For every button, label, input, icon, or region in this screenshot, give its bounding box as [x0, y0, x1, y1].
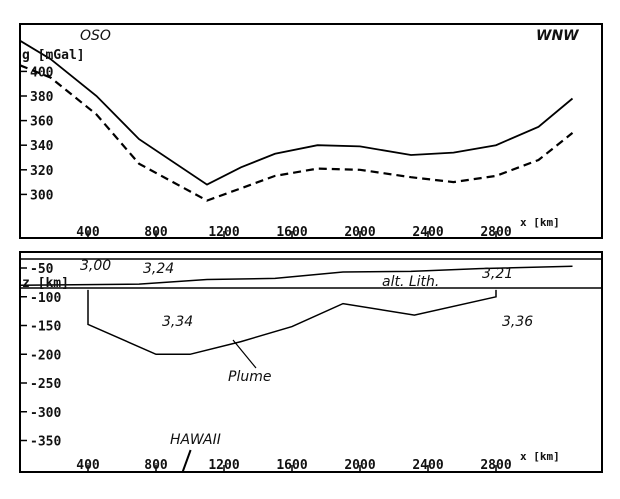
hawaii-marker — [181, 449, 192, 473]
density-3-36: 3,36 — [502, 314, 533, 330]
bottom-y-tick-label--50: -50 — [30, 262, 54, 277]
top-y-tick-label-360: 360 — [30, 115, 54, 130]
bottom-y-tick-label--300: -300 — [30, 406, 61, 421]
label-hawaii: HAWAII — [170, 432, 221, 448]
bottom-x-tick-label-2000: 2000 — [344, 458, 375, 473]
bottom-y-tick-label--100: -100 — [30, 291, 61, 306]
top-x-tick-label-2000: 2000 — [344, 225, 375, 240]
gravity-solid-series — [19, 39, 574, 186]
bottom-x-tick-label-1200: 1200 — [208, 458, 239, 473]
label-wnw: WNW — [536, 28, 579, 44]
top-x-tick-label-2800: 2800 — [480, 225, 511, 240]
density-3-24: 3,24 — [143, 261, 174, 277]
top-x-axis-label: x [km] — [520, 216, 560, 229]
density-3-34: 3,34 — [162, 314, 193, 330]
top-x-tick-label-1200: 1200 — [208, 225, 239, 240]
top-x-tick-label-800: 800 — [144, 225, 168, 240]
label-alt-lith: alt. Lith. — [382, 274, 439, 290]
density-3-21: 3,21 — [482, 266, 513, 282]
gravity-anomaly-chart: 300320340360380400470 400800120016002000… — [19, 28, 579, 240]
top-panel-frame — [19, 23, 603, 239]
density-3-00: 3,00 — [80, 258, 111, 274]
label-plume: Plume — [228, 369, 271, 385]
bottom-x-tick-label-800: 800 — [144, 458, 168, 473]
top-y-tick-label-320: 320 — [30, 164, 54, 179]
density-model-chart: -50 -100 -150 -200 -250 -300 -350 400 800 1200 16… — [19, 258, 602, 473]
bottom-x-tick-label-1600: 1600 — [276, 458, 307, 473]
bottom-x-tick-label-400: 400 — [76, 458, 100, 473]
top-y-tick-label-340: 340 — [30, 139, 54, 154]
bottom-x-axis-label: x [km] — [520, 450, 560, 463]
plume-outline — [87, 289, 497, 356]
bottom-y-tick-label--250: -250 — [30, 377, 61, 392]
label-oso: OSO — [80, 28, 111, 44]
top-x-tick-label-400: 400 — [76, 225, 100, 240]
top-y-tick-label-300: 300 — [30, 188, 54, 203]
gravity-dashed-series — [19, 64, 574, 202]
bottom-y-axis-label: z [km] — [22, 276, 69, 291]
bottom-x-tick-label-2800: 2800 — [480, 458, 511, 473]
bottom-y-tick-label--350: -350 — [30, 435, 61, 450]
plume-leader-line — [232, 339, 257, 369]
bottom-y-tick-label--200: -200 — [30, 348, 61, 363]
bottom-x-tick-label-2400: 2400 — [412, 458, 443, 473]
top-y-tick-label-380: 380 — [30, 90, 54, 105]
bottom-y-tick-label--150: -150 — [30, 320, 61, 335]
top-y-axis-label: g [mGal] — [22, 48, 85, 63]
lithosphere-base-line — [19, 265, 573, 287]
top-x-tick-label-2400: 2400 — [412, 225, 443, 240]
bottom-panel-frame — [19, 251, 603, 473]
top-x-tick-label-1600: 1600 — [276, 225, 307, 240]
